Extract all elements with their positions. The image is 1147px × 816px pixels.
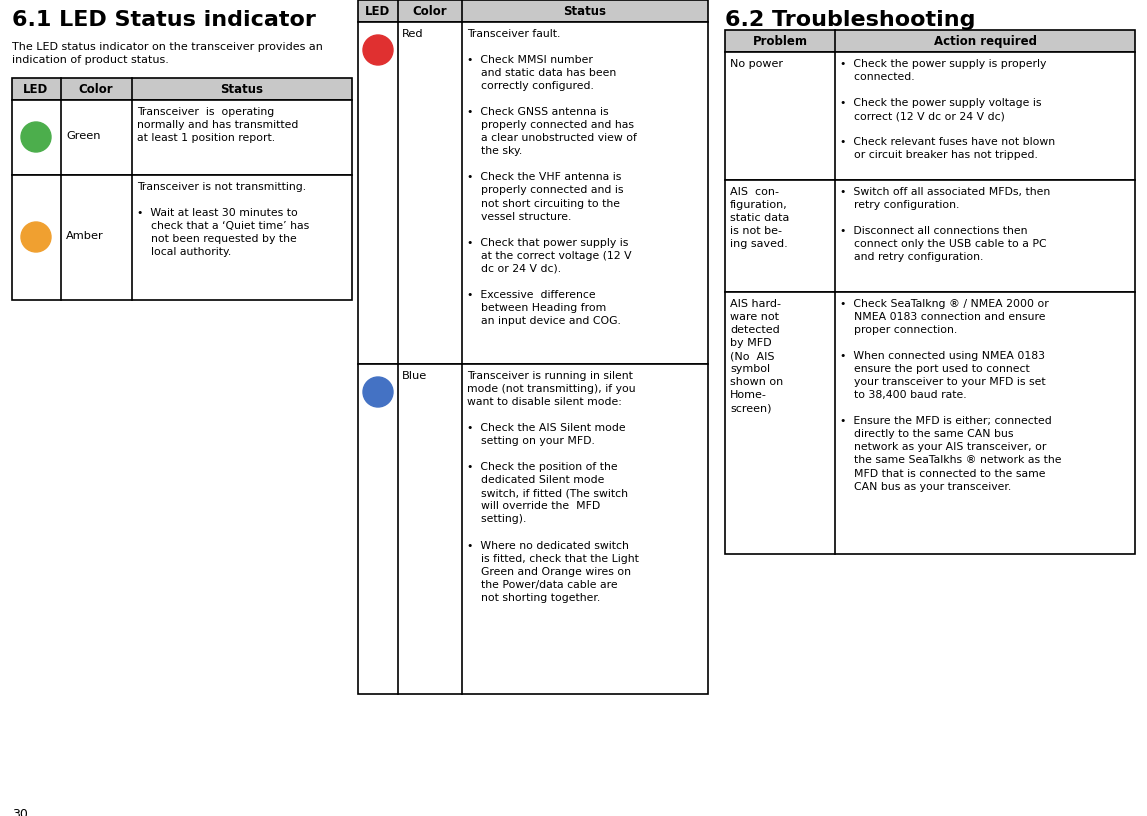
Bar [358, 22, 708, 364]
Text: Transceiver fault.

•  Check MMSI number
    and static data has been
    correc: Transceiver fault. • Check MMSI number a… [467, 29, 637, 326]
Circle shape [362, 377, 393, 407]
Circle shape [21, 122, 50, 152]
Text: Transceiver is running in silent
mode (not transmitting), if you
want to disable: Transceiver is running in silent mode (n… [467, 371, 639, 603]
Text: 30: 30 [11, 808, 28, 816]
Bar [725, 30, 1136, 52]
Text: LED: LED [366, 5, 391, 18]
Bar [725, 292, 1136, 554]
Text: The LED status indicator on the transceiver provides an
indication of product st: The LED status indicator on the transcei… [11, 42, 322, 64]
Bar [11, 175, 352, 300]
Text: •  Switch off all associated MFDs, then
    retry configuration.

•  Disconnect : • Switch off all associated MFDs, then r… [840, 187, 1051, 262]
Bar [725, 52, 1136, 180]
Text: Green: Green [67, 131, 101, 141]
Text: AIS  con-
figuration,
static data
is not be-
ing saved.: AIS con- figuration, static data is not … [729, 187, 789, 249]
Text: AIS hard-
ware not
detected
by MFD
(No  AIS
symbol
shown on
Home-
screen): AIS hard- ware not detected by MFD (No A… [729, 299, 783, 414]
Bar [725, 180, 1136, 292]
Text: LED: LED [23, 83, 48, 96]
Text: •  Check SeaTalkng ® / NMEA 2000 or
    NMEA 0183 connection and ensure
    prop: • Check SeaTalkng ® / NMEA 2000 or NMEA … [840, 299, 1061, 491]
Bar [358, 364, 708, 694]
Text: No power: No power [729, 59, 783, 69]
Text: Transceiver  is  operating
normally and has transmitted
at least 1 position repo: Transceiver is operating normally and ha… [136, 107, 298, 143]
Text: •  Check the power supply is properly
    connected.

•  Check the power supply : • Check the power supply is properly con… [840, 59, 1055, 160]
Bar [11, 78, 352, 100]
Bar [11, 100, 352, 175]
Text: 6.2 Troubleshooting: 6.2 Troubleshooting [725, 10, 975, 30]
Text: Transceiver is not transmitting.

•  Wait at least 30 minutes to
    check that : Transceiver is not transmitting. • Wait … [136, 182, 310, 257]
Bar [358, 0, 708, 22]
Text: Status: Status [220, 83, 264, 96]
Circle shape [21, 222, 50, 252]
Circle shape [362, 35, 393, 65]
Text: Action required: Action required [934, 35, 1037, 48]
Text: Problem: Problem [752, 35, 807, 48]
Text: Color: Color [79, 83, 114, 96]
Text: Status: Status [563, 5, 607, 18]
Text: Amber: Amber [67, 231, 103, 241]
Text: Blue: Blue [401, 371, 427, 381]
Text: 6.1 LED Status indicator: 6.1 LED Status indicator [11, 10, 315, 30]
Text: Red: Red [401, 29, 423, 39]
Text: Color: Color [413, 5, 447, 18]
